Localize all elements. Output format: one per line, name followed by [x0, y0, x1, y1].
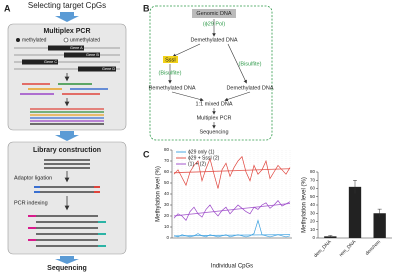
arrow [55, 131, 79, 141]
y-tick-label: 20 [164, 213, 170, 218]
node: SssI [165, 57, 176, 63]
x-tick-label: dem_DNA [313, 239, 333, 259]
legend-label: (1) + (2) [188, 161, 206, 167]
node: 1:1 mixed DNA [196, 101, 233, 107]
series-line [173, 200, 291, 222]
y-tick-label: 50 [164, 180, 170, 185]
gene-label: Gene D [102, 67, 115, 71]
trend-line [173, 234, 291, 237]
legend-label: methylated [22, 37, 47, 43]
series-line [173, 155, 291, 189]
panel-label: A [4, 3, 11, 13]
node: Genomic DNA [196, 11, 231, 17]
legend-dot [16, 38, 20, 42]
node: Multiplex PCR [197, 115, 232, 121]
bar [373, 213, 386, 238]
step-label: PCR indexing [14, 200, 48, 206]
footer: Sequencing [47, 265, 87, 272]
y-tick-label: 40 [310, 202, 316, 207]
gene-label: Gene A [70, 46, 83, 50]
legend-label: unmethylated [70, 37, 100, 43]
error-bar [377, 208, 382, 218]
error-bar [328, 235, 333, 238]
heading: Selecting target CpGs [28, 1, 106, 10]
node: Demethylated DNA [190, 37, 237, 43]
box-title: Multiplex PCR [43, 28, 90, 35]
y-tick-label: 70 [310, 177, 316, 182]
node-box [192, 9, 236, 18]
y-tick-label: 50 [310, 194, 316, 199]
y-tick-label: 20 [310, 219, 316, 224]
trend-line [173, 168, 291, 174]
arrow [55, 12, 79, 22]
trend-line [173, 202, 291, 217]
gene-label: Gene C [44, 60, 57, 64]
x-tick-label: dem/rem [364, 239, 382, 257]
y-tick-label: 80 [310, 169, 316, 174]
flow-box [149, 5, 273, 141]
y-axis-label: Methylation level (%) [302, 177, 308, 233]
genes: Gene A Gene B Gene C Gene D [14, 45, 120, 125]
panel-label: B [143, 3, 150, 13]
box-title: Library construction [33, 147, 101, 154]
library-diagram: Adaptor ligation PCR indexing [14, 159, 106, 247]
x-tick-label: rem_DNA [338, 239, 358, 259]
y-tick-label: 30 [310, 210, 316, 215]
panel-label: C [143, 149, 150, 159]
y-tick-label: 60 [164, 169, 170, 174]
y-axis-label: Methylation level (%) [156, 166, 162, 222]
error-bar [353, 180, 357, 194]
y-tick-label: 0 [312, 235, 315, 240]
y-tick-label: 40 [164, 191, 170, 196]
node: (Bisulfite) [239, 61, 262, 67]
y-tick-label: 80 [164, 147, 170, 152]
node: (Bisulfite) [159, 70, 182, 76]
bar [348, 186, 362, 238]
y-tick-label: 0 [166, 235, 169, 240]
node-box [163, 56, 178, 63]
node: Remethylated DNA [148, 85, 195, 91]
legend-label: ϕ29 + SssI (2) [188, 155, 220, 161]
y-tick-label: 30 [164, 202, 170, 207]
y-tick-label: 70 [164, 158, 170, 163]
arrow [55, 256, 79, 264]
y-tick-label: 10 [164, 224, 170, 229]
legend-label: ϕ29 only (1) [188, 149, 215, 155]
legend-dot [63, 37, 69, 43]
x-axis-label: Individual CpGs [211, 264, 253, 270]
y-tick-label: 10 [310, 227, 316, 232]
gene-label: Gene B [86, 53, 99, 57]
y-tick-label: 60 [310, 186, 316, 191]
node: Demethylated DNA [226, 85, 273, 91]
node: Sequencing [199, 129, 228, 135]
step-label: Adaptor ligation [14, 175, 52, 181]
